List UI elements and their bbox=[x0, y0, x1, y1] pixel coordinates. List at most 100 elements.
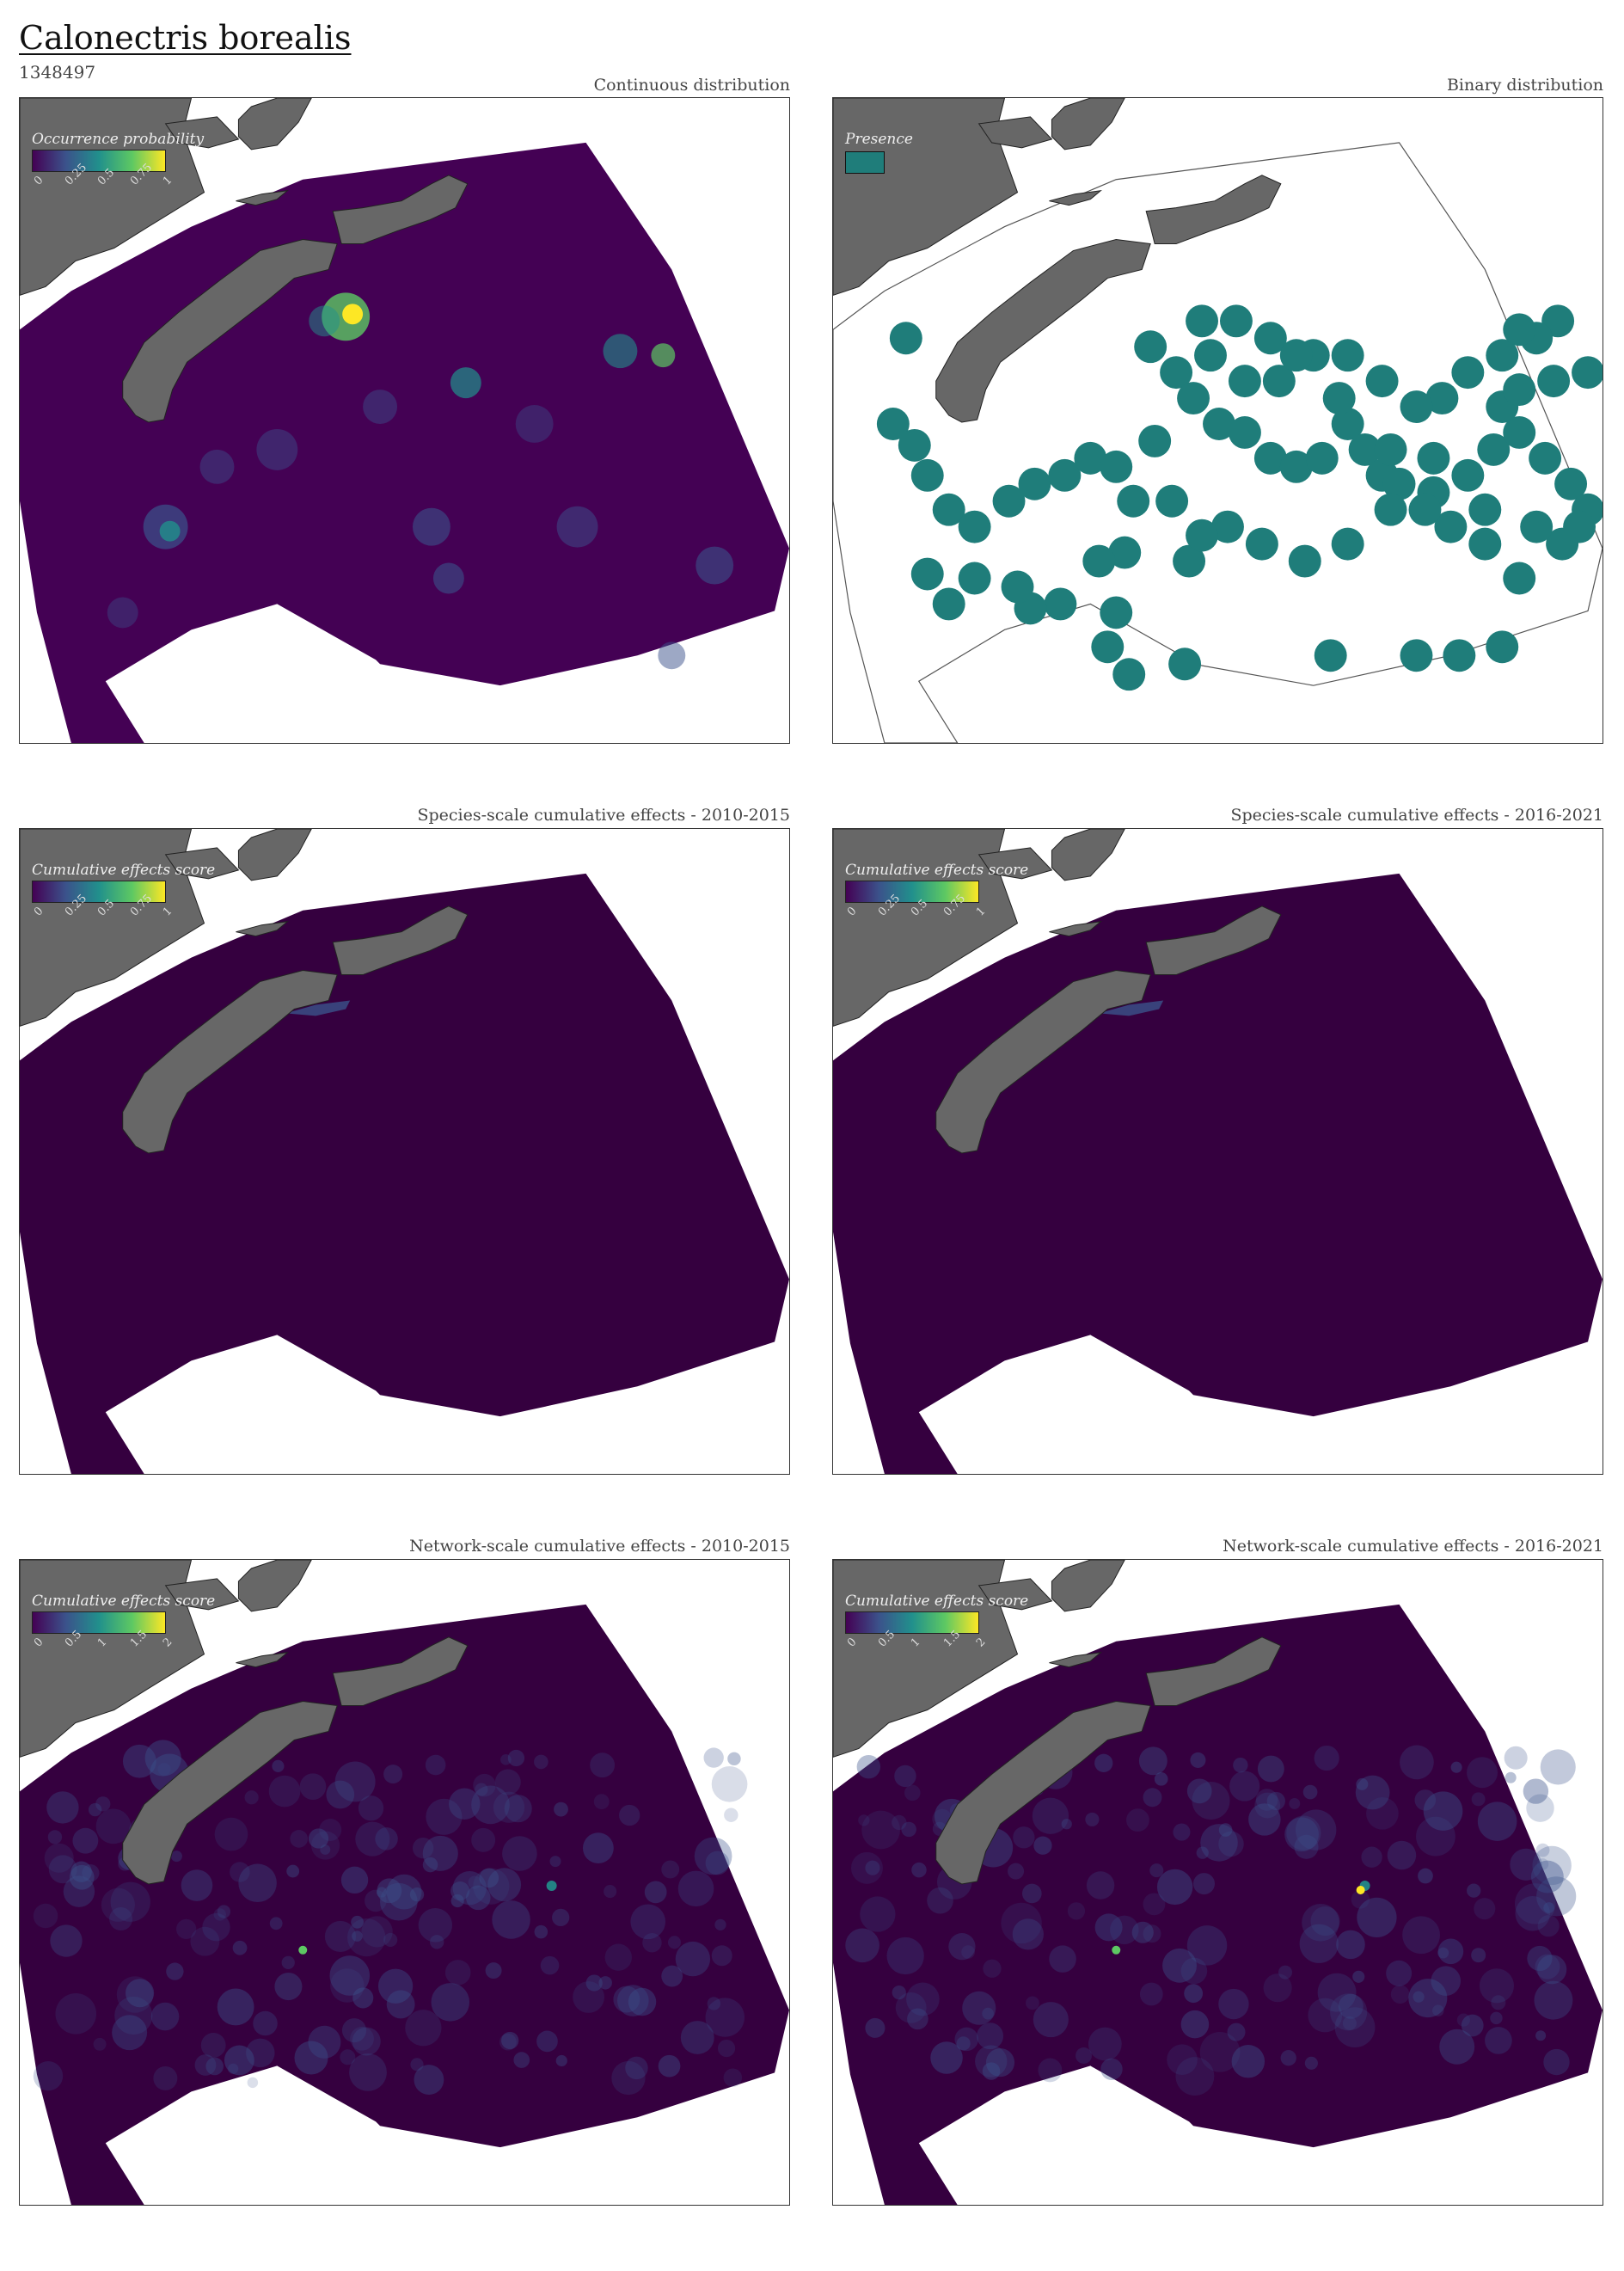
legend-title: Cumulative effects score bbox=[845, 862, 1029, 879]
effects-speckle bbox=[88, 1802, 102, 1817]
effects-speckle bbox=[1296, 1809, 1337, 1851]
map-panel-binary: Presence bbox=[832, 97, 1603, 744]
effects-speckle bbox=[1527, 1945, 1553, 1972]
effects-speckle bbox=[1229, 1771, 1260, 1801]
effects-speckle bbox=[1413, 1991, 1425, 2003]
effects-speckle bbox=[1317, 1973, 1357, 2012]
effects-speckle bbox=[1437, 1947, 1449, 1959]
effects-speckle bbox=[1167, 2044, 1198, 2075]
legend-colorbar bbox=[32, 1611, 166, 1634]
presence-area bbox=[932, 493, 965, 526]
effects-speckle bbox=[1255, 1789, 1278, 1811]
effects-speckle bbox=[1012, 1918, 1044, 1950]
effects-speckle bbox=[892, 1814, 907, 1831]
effects-speckle bbox=[492, 1900, 530, 1939]
legend-tick: 1 bbox=[95, 1636, 110, 1650]
effects-speckle bbox=[228, 2063, 239, 2074]
effects-speckle bbox=[190, 1926, 220, 1956]
effects-speckle bbox=[1076, 2047, 1092, 2064]
probability-hotspot bbox=[107, 597, 138, 629]
effects-speckle bbox=[1479, 1968, 1515, 2004]
effects-speckle bbox=[1535, 1954, 1560, 1979]
effects-speckle bbox=[1534, 1980, 1573, 2020]
effects-speckle bbox=[1536, 1858, 1549, 1870]
effects-speckle bbox=[166, 1962, 184, 1980]
legend-network-2016: Cumulative effects score 0 0.5 1 1.5 2 bbox=[845, 1593, 1028, 1668]
effects-speckle bbox=[473, 1868, 510, 1905]
effects-speckle bbox=[1456, 2013, 1470, 2027]
effects-speckle bbox=[707, 1997, 721, 2010]
panel-title-network-2016: Network-scale cumulative effects - 2016-… bbox=[1223, 1537, 1603, 1556]
presence-area bbox=[1155, 484, 1189, 518]
effects-speckle bbox=[1338, 1993, 1364, 2019]
effects-speckle bbox=[1180, 2010, 1210, 2039]
effects-speckle bbox=[865, 2017, 886, 2038]
effects-speckle bbox=[268, 1775, 301, 1808]
effects-speckle bbox=[1418, 1868, 1433, 1884]
effects-speckle bbox=[1386, 1960, 1413, 1986]
probability-hotspot bbox=[556, 506, 598, 548]
presence-area bbox=[910, 557, 944, 591]
effects-speckle bbox=[1308, 1998, 1343, 2033]
effects-speckle bbox=[860, 1896, 896, 1932]
effects-speckle bbox=[1351, 1890, 1370, 1909]
presence-area bbox=[1305, 441, 1339, 475]
effects-speckle bbox=[1088, 2027, 1122, 2061]
effects-speckle bbox=[1471, 1792, 1486, 1807]
presence-area bbox=[1425, 382, 1459, 415]
effects-speckle bbox=[1357, 1897, 1397, 1937]
effects-speckle bbox=[573, 1981, 604, 2013]
presence-area bbox=[1194, 339, 1227, 372]
legend-ticks: 0 0.25 0.5 0.75 1 bbox=[32, 893, 175, 937]
map-species-2016 bbox=[833, 829, 1603, 1474]
effects-speckle bbox=[232, 1940, 248, 1955]
effects-speckle bbox=[471, 1785, 510, 1825]
presence-area bbox=[1018, 467, 1051, 500]
presence-area bbox=[1262, 365, 1296, 398]
land-mass bbox=[20, 829, 205, 1027]
effects-speckle bbox=[126, 1979, 155, 2008]
effects-speckle bbox=[365, 1889, 387, 1912]
effects-speckle bbox=[954, 2027, 979, 2052]
legend-ticks: 0 0.5 1 1.5 2 bbox=[32, 1628, 175, 1668]
effects-speckle bbox=[1532, 1845, 1572, 1886]
effects-speckle bbox=[724, 1808, 738, 1822]
effects-speckle bbox=[1537, 1915, 1560, 1937]
effects-speckle bbox=[1143, 1788, 1162, 1808]
effects-speckle bbox=[1001, 1902, 1042, 1944]
legend-title: Cumulative effects score bbox=[845, 1593, 1029, 1610]
presence-area bbox=[1186, 519, 1218, 552]
effects-speckle bbox=[1302, 1903, 1339, 1942]
effects-speckle bbox=[694, 1837, 732, 1875]
effects-speckle bbox=[1218, 1988, 1249, 2020]
effects-speckle bbox=[471, 1827, 496, 1852]
effects-speckle bbox=[604, 1943, 633, 1971]
effects-speckle bbox=[1314, 1745, 1339, 1771]
effects-speckle bbox=[507, 1749, 525, 1767]
presence-area bbox=[876, 408, 910, 440]
presence-area bbox=[1443, 639, 1476, 672]
presence-area bbox=[1529, 441, 1562, 475]
effects-speckle bbox=[886, 1936, 924, 1975]
land-mass bbox=[935, 970, 1151, 1154]
effects-speckle bbox=[1543, 1902, 1554, 1913]
effects-speckle bbox=[502, 1836, 537, 1871]
effects-speckle bbox=[1218, 1823, 1233, 1837]
effects-speckle bbox=[723, 2068, 743, 2087]
presence-area bbox=[1400, 639, 1433, 672]
legend-colorbar bbox=[32, 150, 166, 172]
land-mass bbox=[833, 1560, 1019, 1758]
presence-area bbox=[1279, 450, 1313, 483]
effects-speckle bbox=[122, 1744, 156, 1778]
land-mass bbox=[332, 1636, 469, 1707]
effects-speckle bbox=[1485, 2027, 1512, 2054]
effects-speckle bbox=[101, 1887, 135, 1922]
land-mass bbox=[237, 829, 312, 881]
probability-hotspot bbox=[412, 507, 450, 546]
map-panel-species-2016: Cumulative effects score 0 0.25 0.5 0.75… bbox=[832, 828, 1603, 1475]
effects-speckle bbox=[380, 1882, 418, 1921]
presence-area bbox=[932, 587, 965, 621]
effects-speckle bbox=[299, 1773, 327, 1800]
effects-speckle bbox=[116, 1976, 154, 2013]
presence-area bbox=[1434, 510, 1468, 543]
